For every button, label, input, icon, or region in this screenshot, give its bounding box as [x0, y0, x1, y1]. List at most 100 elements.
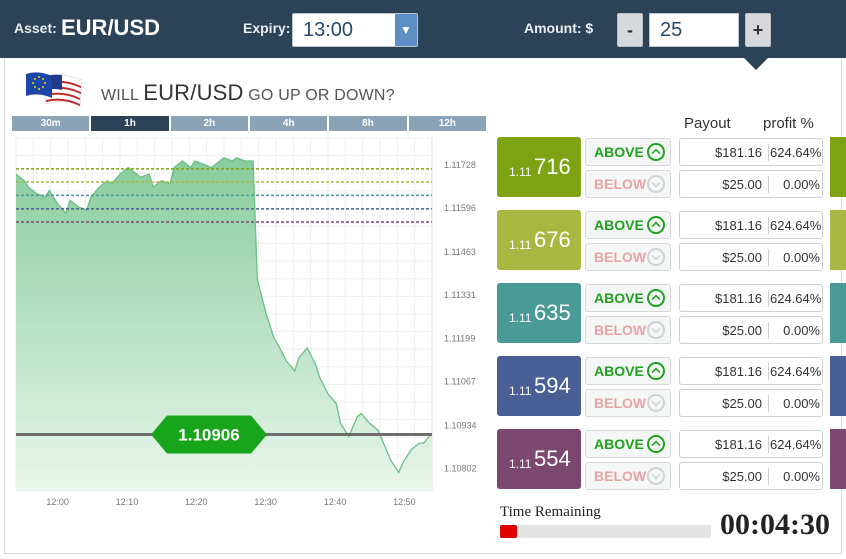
payout-above-box: $181.16 624.64%	[679, 284, 823, 312]
chevron-down-icon[interactable]: ▼	[395, 14, 417, 46]
tab-8h[interactable]: 8h	[329, 116, 407, 131]
profit-below: 0.00%	[783, 177, 820, 192]
strike-price-box: 1.11 554	[497, 429, 581, 489]
x-tick-label: 12:10	[116, 497, 139, 507]
expiry-label: Expiry:	[243, 20, 291, 36]
above-button[interactable]: ABOVE	[585, 138, 671, 166]
below-button[interactable]: BELOW	[585, 170, 671, 198]
chevron-down-icon	[647, 175, 665, 193]
payout-below-box: $25.00 0.00%	[679, 243, 823, 271]
question-text: WILL EUR/USD GO UP OR DOWN?	[101, 80, 395, 106]
tab-4h[interactable]: 4h	[249, 116, 328, 131]
profit-below: 0.00%	[783, 396, 820, 411]
tab-12h[interactable]: 12h	[408, 116, 486, 131]
above-button[interactable]: ABOVE	[585, 357, 671, 385]
chevron-down-icon	[647, 248, 665, 266]
strike-price-prefix: 1.11	[509, 238, 532, 252]
y-tick-label: 1.10802	[444, 464, 477, 474]
payout-above: $181.16	[715, 437, 762, 452]
tab-2h[interactable]: 2h	[170, 116, 248, 131]
time-remaining-label: Time Remaining	[500, 504, 601, 520]
payout-above-box: $181.16 624.64%	[679, 357, 823, 385]
payout-above-box: $181.16 624.64%	[679, 430, 823, 458]
price-line	[15, 156, 433, 475]
payout-above: $181.16	[715, 218, 762, 233]
row-color-tab	[830, 356, 846, 416]
above-label: ABOVE	[594, 436, 644, 452]
strike-row: 1.11 594 ABOVE BELOW $181.16 624.64% $25…	[497, 356, 846, 417]
below-button[interactable]: BELOW	[585, 316, 671, 344]
row-color-tab	[830, 210, 846, 270]
expiry-select[interactable]: 13:00 ▼	[292, 13, 418, 47]
payout-above: $181.16	[715, 291, 762, 306]
current-price-tag	[151, 415, 267, 454]
chevron-down-icon	[647, 467, 665, 485]
payout-below: $25.00	[722, 250, 762, 265]
amount-input[interactable]: 25	[649, 13, 739, 47]
below-button[interactable]: BELOW	[585, 243, 671, 271]
payout-below: $25.00	[722, 177, 762, 192]
strike-row: 1.11 554 ABOVE BELOW $181.16 624.64% $25…	[497, 429, 846, 490]
payout-below: $25.00	[722, 469, 762, 484]
price-chart-svg: 1.10906 1.11728 1.11596 1.11463 1.11331 1.111…	[15, 137, 477, 507]
row-color-tab	[830, 429, 846, 489]
row-color-tab	[830, 283, 846, 343]
tab-1h[interactable]: 1h	[91, 116, 169, 131]
strike-row: 1.11 635 ABOVE BELOW $181.16 624.64% $25…	[497, 283, 846, 344]
strike-price-main: 676	[534, 227, 571, 252]
profit-above: 624.64%	[770, 437, 822, 452]
above-button[interactable]: ABOVE	[585, 284, 671, 312]
question-prefix: WILL	[101, 87, 144, 104]
eu-us-flag-icon	[26, 72, 83, 107]
strike-price-prefix: 1.11	[509, 384, 532, 398]
profit-above: 624.64%	[770, 364, 822, 379]
top-bar: Asset: EUR/USD Expiry: 13:00 ▼ Amount: $…	[0, 0, 846, 58]
profit-above: 624.64%	[770, 218, 822, 233]
payout-above: $181.16	[715, 145, 762, 160]
below-label: BELOW	[594, 468, 647, 484]
y-tick-label: 1.11463	[444, 247, 476, 257]
decrease-amount-button[interactable]: -	[617, 13, 643, 47]
x-tick-label: 12:40	[324, 497, 347, 507]
above-label: ABOVE	[594, 144, 644, 160]
strike-price-box: 1.11 716	[497, 137, 581, 197]
asset-label: Asset:	[14, 20, 57, 36]
below-button[interactable]: BELOW	[585, 462, 671, 490]
above-label: ABOVE	[594, 290, 644, 306]
below-button[interactable]: BELOW	[585, 389, 671, 417]
above-button[interactable]: ABOVE	[585, 430, 671, 458]
x-tick-label: 12:20	[185, 497, 208, 507]
increase-amount-button[interactable]: +	[745, 13, 771, 47]
payout-above-box: $181.16 624.64%	[679, 138, 823, 166]
timeframe-tabs: 30m 1h 2h 4h 8h 12h	[12, 116, 486, 131]
below-label: BELOW	[594, 249, 647, 265]
price-chart: 1.10906 1.11728 1.11596 1.11463 1.11331 1.111…	[12, 134, 486, 514]
profit-below: 0.00%	[783, 469, 820, 484]
payout-below: $25.00	[722, 323, 762, 338]
strike-row: 1.11 716 ABOVE BELOW $181.16 624.64% $25…	[497, 137, 846, 198]
asset-value[interactable]: EUR/USD	[61, 15, 161, 40]
payout-above: $181.16	[715, 364, 762, 379]
strike-price-main: 716	[534, 154, 571, 179]
y-tick-label: 1.11596	[444, 203, 476, 213]
payout-above-box: $181.16 624.64%	[679, 211, 823, 239]
y-tick-label: 1.11199	[444, 333, 475, 343]
expiry-value: 13:00	[303, 19, 354, 41]
chevron-up-icon	[647, 362, 665, 380]
tab-30m[interactable]: 30m	[12, 116, 90, 131]
x-tick-label: 12:50	[393, 497, 416, 507]
strike-price-main: 635	[534, 300, 571, 325]
below-label: BELOW	[594, 176, 647, 192]
price-area	[16, 157, 432, 490]
time-remaining-bar	[500, 525, 711, 538]
payout-below-box: $25.00 0.00%	[679, 316, 823, 344]
row-color-tab	[830, 137, 846, 197]
time-remaining-value: 00:04:30	[720, 508, 830, 541]
y-tick-label: 1.11728	[444, 160, 476, 170]
x-tick-label: 12:30	[254, 497, 277, 507]
amount-label: Amount: $	[524, 20, 594, 36]
chevron-down-icon	[647, 394, 665, 412]
strike-price-box: 1.11 635	[497, 283, 581, 343]
above-button[interactable]: ABOVE	[585, 211, 671, 239]
y-tick-label: 1.11331	[444, 290, 476, 300]
